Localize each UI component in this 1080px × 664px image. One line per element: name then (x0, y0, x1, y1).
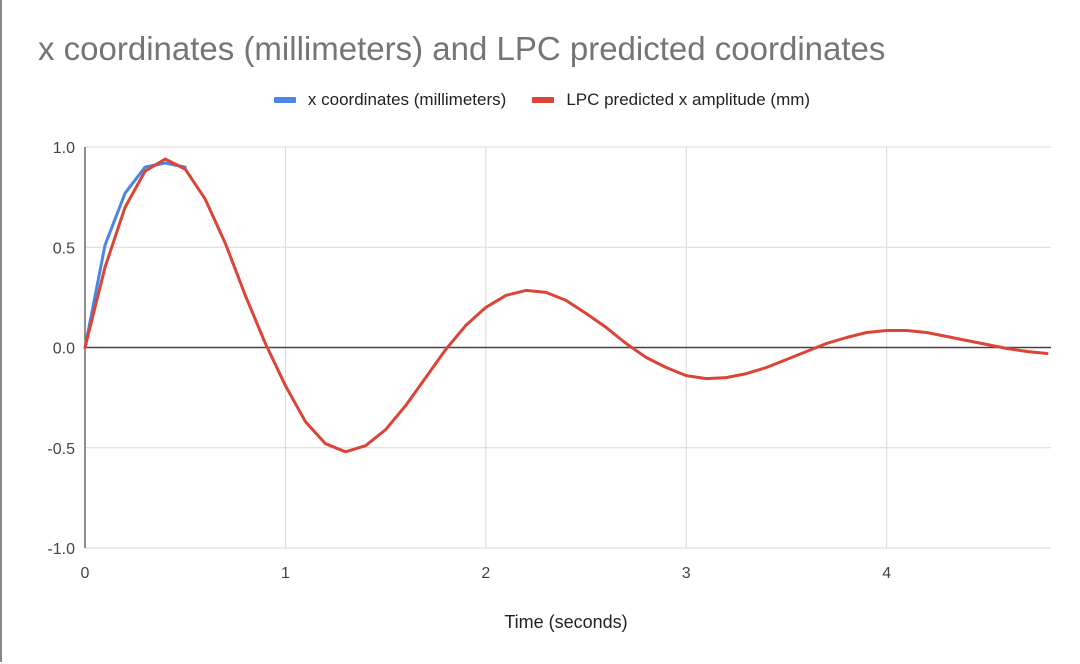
legend-swatch-blue (273, 97, 296, 103)
legend-item-x-coordinates[interactable]: x coordinates (millimeters) (273, 90, 507, 110)
chart-title: x coordinates (millimeters) and LPC pred… (38, 30, 886, 67)
legend-item-lpc-predicted[interactable]: LPC predicted x amplitude (mm) (532, 90, 810, 110)
legend: x coordinates (millimeters) LPC predicte… (2, 90, 1080, 110)
x-tick-label: 2 (481, 565, 490, 582)
axes (84, 147, 1051, 548)
x-tick-label: 1 (281, 565, 290, 582)
legend-swatch-red (532, 97, 555, 103)
x-axis-title: Time (seconds) (504, 612, 628, 632)
tick-labels: 1.0 0.5 0.0 -0.5 -1.0 0 1 2 3 4 (47, 140, 891, 582)
legend-label: x coordinates (millimeters) (307, 90, 507, 109)
series (83, 157, 1049, 454)
x-tick-label: 3 (682, 565, 691, 582)
series-line-lpc-predicted[interactable] (83, 157, 1049, 454)
series-line-x-coordinates[interactable] (83, 161, 187, 349)
y-tick-label: 0.0 (53, 341, 75, 358)
x-tick-label: 0 (81, 565, 90, 582)
y-tick-label: 0.5 (53, 240, 75, 257)
y-tick-label: 1.0 (53, 140, 75, 157)
x-tick-label: 4 (882, 565, 891, 582)
y-tick-label: -1.0 (47, 541, 75, 558)
y-tick-label: -0.5 (47, 441, 75, 458)
legend-label: LPC predicted x amplitude (mm) (566, 90, 811, 109)
